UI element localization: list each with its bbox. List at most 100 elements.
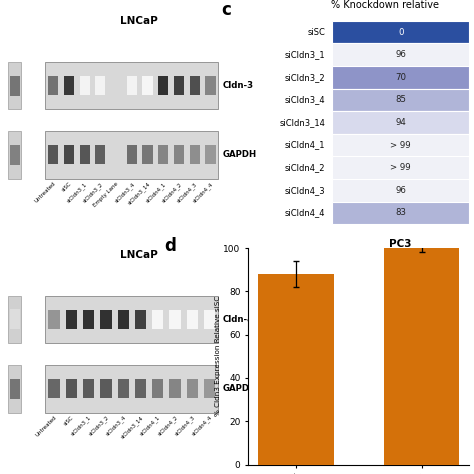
Bar	[80, 146, 90, 164]
Text: c: c	[222, 1, 231, 19]
Bar	[384, 248, 459, 465]
Text: siCldn4_3: siCldn4_3	[173, 415, 196, 438]
Text: siCldn3_1: siCldn3_1	[70, 415, 92, 438]
Text: siCldn3_1: siCldn3_1	[66, 181, 89, 204]
Text: Untreated: Untreated	[35, 415, 57, 438]
Text: d: d	[164, 237, 176, 255]
Bar	[100, 310, 111, 329]
Bar	[83, 379, 94, 398]
Bar	[80, 76, 90, 95]
Text: siCldn4_2: siCldn4_2	[160, 181, 183, 204]
Bar	[135, 379, 146, 398]
Text: siCldn3_4: siCldn3_4	[285, 95, 326, 104]
Bar	[95, 146, 106, 164]
Bar	[9, 145, 20, 165]
Bar	[48, 146, 58, 164]
Text: siCldn3_14: siCldn3_14	[280, 118, 326, 127]
Bar	[48, 76, 58, 95]
Bar	[8, 296, 21, 343]
Bar	[135, 310, 146, 329]
Text: 96: 96	[395, 50, 406, 59]
Text: siCldn4_1: siCldn4_1	[285, 141, 326, 150]
Text: siCldn4_1: siCldn4_1	[139, 415, 162, 438]
Bar	[83, 310, 94, 329]
Bar	[204, 379, 215, 398]
Bar	[332, 134, 469, 156]
Text: 96: 96	[395, 186, 406, 195]
Bar	[100, 379, 111, 398]
Text: GAPDH: GAPDH	[223, 384, 257, 393]
Text: siCldn3_2: siCldn3_2	[87, 415, 110, 438]
Text: % Knockdown relative: % Knockdown relative	[331, 0, 439, 10]
Bar	[205, 146, 216, 164]
Text: Untreated: Untreated	[34, 181, 57, 204]
Text: siCldn4_3: siCldn4_3	[176, 181, 199, 204]
Text: siCldn3_2: siCldn3_2	[82, 181, 104, 204]
Bar	[9, 310, 20, 329]
Bar	[169, 310, 181, 329]
Bar	[48, 379, 60, 398]
Text: 94: 94	[395, 118, 406, 127]
Bar	[158, 146, 168, 164]
Bar	[118, 310, 129, 329]
Text: siCldn3_4: siCldn3_4	[105, 415, 127, 438]
Bar	[143, 76, 153, 95]
Text: siSC: siSC	[308, 27, 326, 36]
Bar	[204, 310, 215, 329]
Text: > 99: > 99	[391, 163, 411, 172]
Bar	[95, 76, 106, 95]
Bar	[187, 379, 198, 398]
Bar	[332, 89, 469, 111]
Text: GAPDH: GAPDH	[223, 150, 257, 159]
Text: siCldn4_4: siCldn4_4	[192, 181, 214, 204]
Bar	[127, 146, 137, 164]
Bar	[152, 310, 164, 329]
Text: LNCaP: LNCaP	[120, 17, 158, 27]
Text: siSC: siSC	[63, 415, 75, 427]
Text: siSC: siSC	[61, 181, 73, 192]
Bar	[46, 62, 219, 109]
Text: siCldn4_4: siCldn4_4	[191, 415, 214, 438]
Bar	[152, 379, 164, 398]
Bar	[48, 310, 60, 329]
Text: siCldn3_4: siCldn3_4	[113, 181, 136, 204]
Bar	[169, 379, 181, 398]
Bar	[66, 310, 77, 329]
Bar	[332, 179, 469, 201]
Text: siCldn4_2: siCldn4_2	[156, 415, 179, 438]
Bar	[46, 296, 219, 343]
Bar	[332, 66, 469, 89]
Text: siCldn4_3: siCldn4_3	[285, 186, 326, 195]
Text: siCldn4_2: siCldn4_2	[285, 163, 326, 172]
Bar	[174, 76, 184, 95]
Bar	[258, 274, 334, 465]
Bar	[332, 21, 469, 43]
Bar	[332, 156, 469, 179]
Text: Cldn-3: Cldn-3	[223, 81, 254, 90]
Text: siCldn3_2: siCldn3_2	[285, 73, 326, 82]
Text: siCldn4_4: siCldn4_4	[285, 209, 326, 218]
Bar	[64, 146, 74, 164]
Bar	[190, 146, 200, 164]
Text: 70: 70	[395, 73, 406, 82]
Bar	[46, 131, 219, 179]
Text: 85: 85	[395, 95, 406, 104]
Text: siCldn3_1: siCldn3_1	[285, 50, 326, 59]
Text: siCldn3_14: siCldn3_14	[119, 415, 145, 440]
Bar	[332, 201, 469, 224]
Bar	[66, 379, 77, 398]
Bar	[8, 365, 21, 412]
Bar	[332, 43, 469, 66]
Y-axis label: % Cldn3 Expression Relative siSC: % Cldn3 Expression Relative siSC	[215, 296, 220, 417]
Bar	[127, 76, 137, 95]
Bar	[332, 111, 469, 134]
Bar	[187, 310, 198, 329]
Bar	[118, 379, 129, 398]
Bar	[9, 379, 20, 399]
Text: 0: 0	[398, 27, 403, 36]
Text: siCldn3_14: siCldn3_14	[127, 181, 152, 206]
Text: siCldn4_1: siCldn4_1	[145, 181, 167, 204]
Text: PC3: PC3	[390, 239, 412, 249]
Bar	[143, 146, 153, 164]
Bar	[9, 76, 20, 96]
